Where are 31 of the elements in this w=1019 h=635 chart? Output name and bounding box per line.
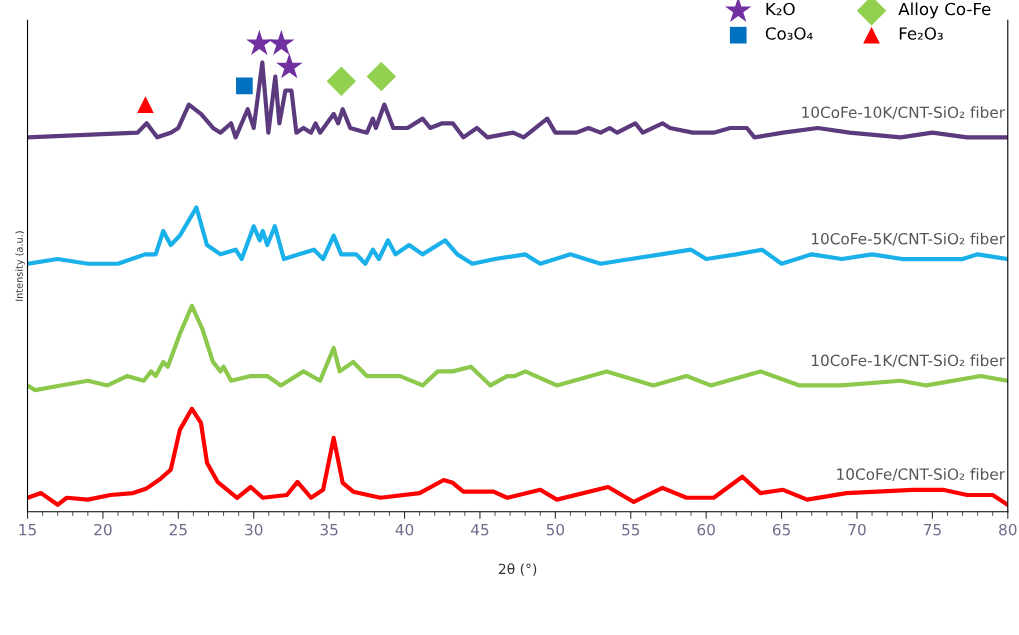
x-tick-label: 20	[94, 523, 112, 536]
x-tick-label: 70	[848, 523, 866, 536]
x-tick-label: 40	[395, 523, 414, 536]
x-tick-label: 30	[245, 523, 263, 536]
x-tick-label: 55	[622, 524, 640, 536]
point	[246, 29, 273, 55]
x-tick-label: 60	[697, 523, 715, 536]
series-label: 10CoFe/CNT-SiO₂ fiber	[837, 468, 1006, 482]
legend-label: Co₃O₄	[765, 27, 813, 40]
point	[137, 96, 154, 113]
x-tick-label: 50	[546, 523, 565, 536]
point	[276, 53, 303, 79]
series-label: 10CoFe-10K/CNT-SiO₂ fiber	[802, 106, 1006, 120]
x-tick-label: 65	[772, 523, 790, 536]
x-tick-label: 80	[999, 523, 1017, 536]
y-axis-title: Intensity (a.u.)	[15, 231, 25, 301]
legend-label: Fe₂O₃	[899, 27, 943, 40]
x-tick-label: 35	[320, 523, 338, 536]
series-label: 10CoFe-5K/CNT-SiO₂ fiber	[811, 232, 1006, 246]
x-tick-label: 25	[169, 523, 187, 536]
x-tick-label: 15	[19, 524, 36, 536]
point	[236, 77, 253, 95]
x-tick-label: 75	[923, 524, 941, 536]
legend-label: K₂O	[766, 2, 795, 16]
x-tick-label: 45	[470, 524, 489, 536]
legend-label: Alloy Co-Fe	[898, 2, 991, 19]
point	[366, 61, 397, 92]
series-label: 10CoFe-1K/CNT-SiO₂ fiber	[811, 354, 1006, 368]
point	[326, 66, 357, 96]
point	[268, 29, 295, 55]
x-axis-title: 2θ (°)	[498, 563, 537, 576]
